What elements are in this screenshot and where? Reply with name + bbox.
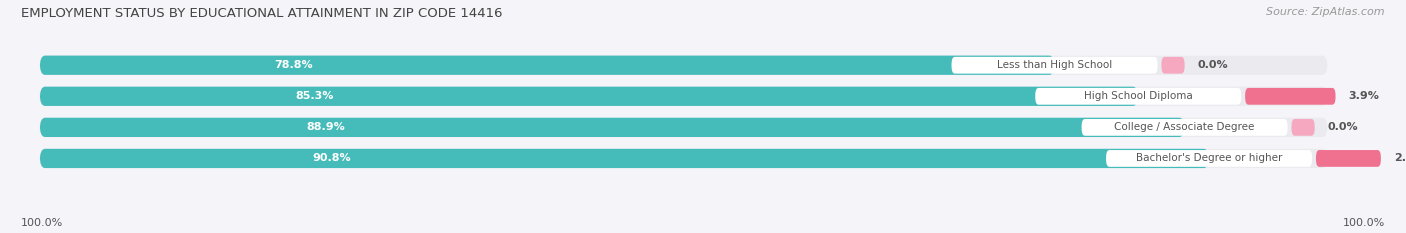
Text: 78.8%: 78.8% [274, 60, 312, 70]
Text: EMPLOYMENT STATUS BY EDUCATIONAL ATTAINMENT IN ZIP CODE 14416: EMPLOYMENT STATUS BY EDUCATIONAL ATTAINM… [21, 7, 502, 20]
FancyBboxPatch shape [39, 56, 1054, 75]
FancyBboxPatch shape [39, 87, 1139, 106]
Text: 2.8%: 2.8% [1393, 154, 1406, 163]
FancyBboxPatch shape [39, 56, 1327, 75]
FancyBboxPatch shape [39, 149, 1327, 168]
Text: 88.9%: 88.9% [307, 122, 346, 132]
Text: 90.8%: 90.8% [312, 154, 352, 163]
FancyBboxPatch shape [1246, 88, 1336, 105]
FancyBboxPatch shape [952, 57, 1157, 74]
FancyBboxPatch shape [39, 118, 1185, 137]
Text: 100.0%: 100.0% [1343, 218, 1385, 228]
FancyBboxPatch shape [39, 87, 1327, 106]
FancyBboxPatch shape [1035, 88, 1241, 105]
Text: 0.0%: 0.0% [1327, 122, 1358, 132]
FancyBboxPatch shape [1107, 150, 1312, 167]
Text: 0.0%: 0.0% [1198, 60, 1227, 70]
Text: Less than High School: Less than High School [997, 60, 1112, 70]
Text: Source: ZipAtlas.com: Source: ZipAtlas.com [1267, 7, 1385, 17]
Text: 3.9%: 3.9% [1348, 91, 1379, 101]
Text: 85.3%: 85.3% [295, 91, 333, 101]
FancyBboxPatch shape [1161, 57, 1185, 74]
FancyBboxPatch shape [1292, 119, 1315, 136]
FancyBboxPatch shape [39, 118, 1327, 137]
Text: College / Associate Degree: College / Associate Degree [1115, 122, 1254, 132]
FancyBboxPatch shape [1316, 150, 1381, 167]
FancyBboxPatch shape [39, 149, 1209, 168]
Text: High School Diploma: High School Diploma [1084, 91, 1192, 101]
Text: 100.0%: 100.0% [21, 218, 63, 228]
Text: Bachelor's Degree or higher: Bachelor's Degree or higher [1136, 154, 1282, 163]
FancyBboxPatch shape [1081, 119, 1288, 136]
